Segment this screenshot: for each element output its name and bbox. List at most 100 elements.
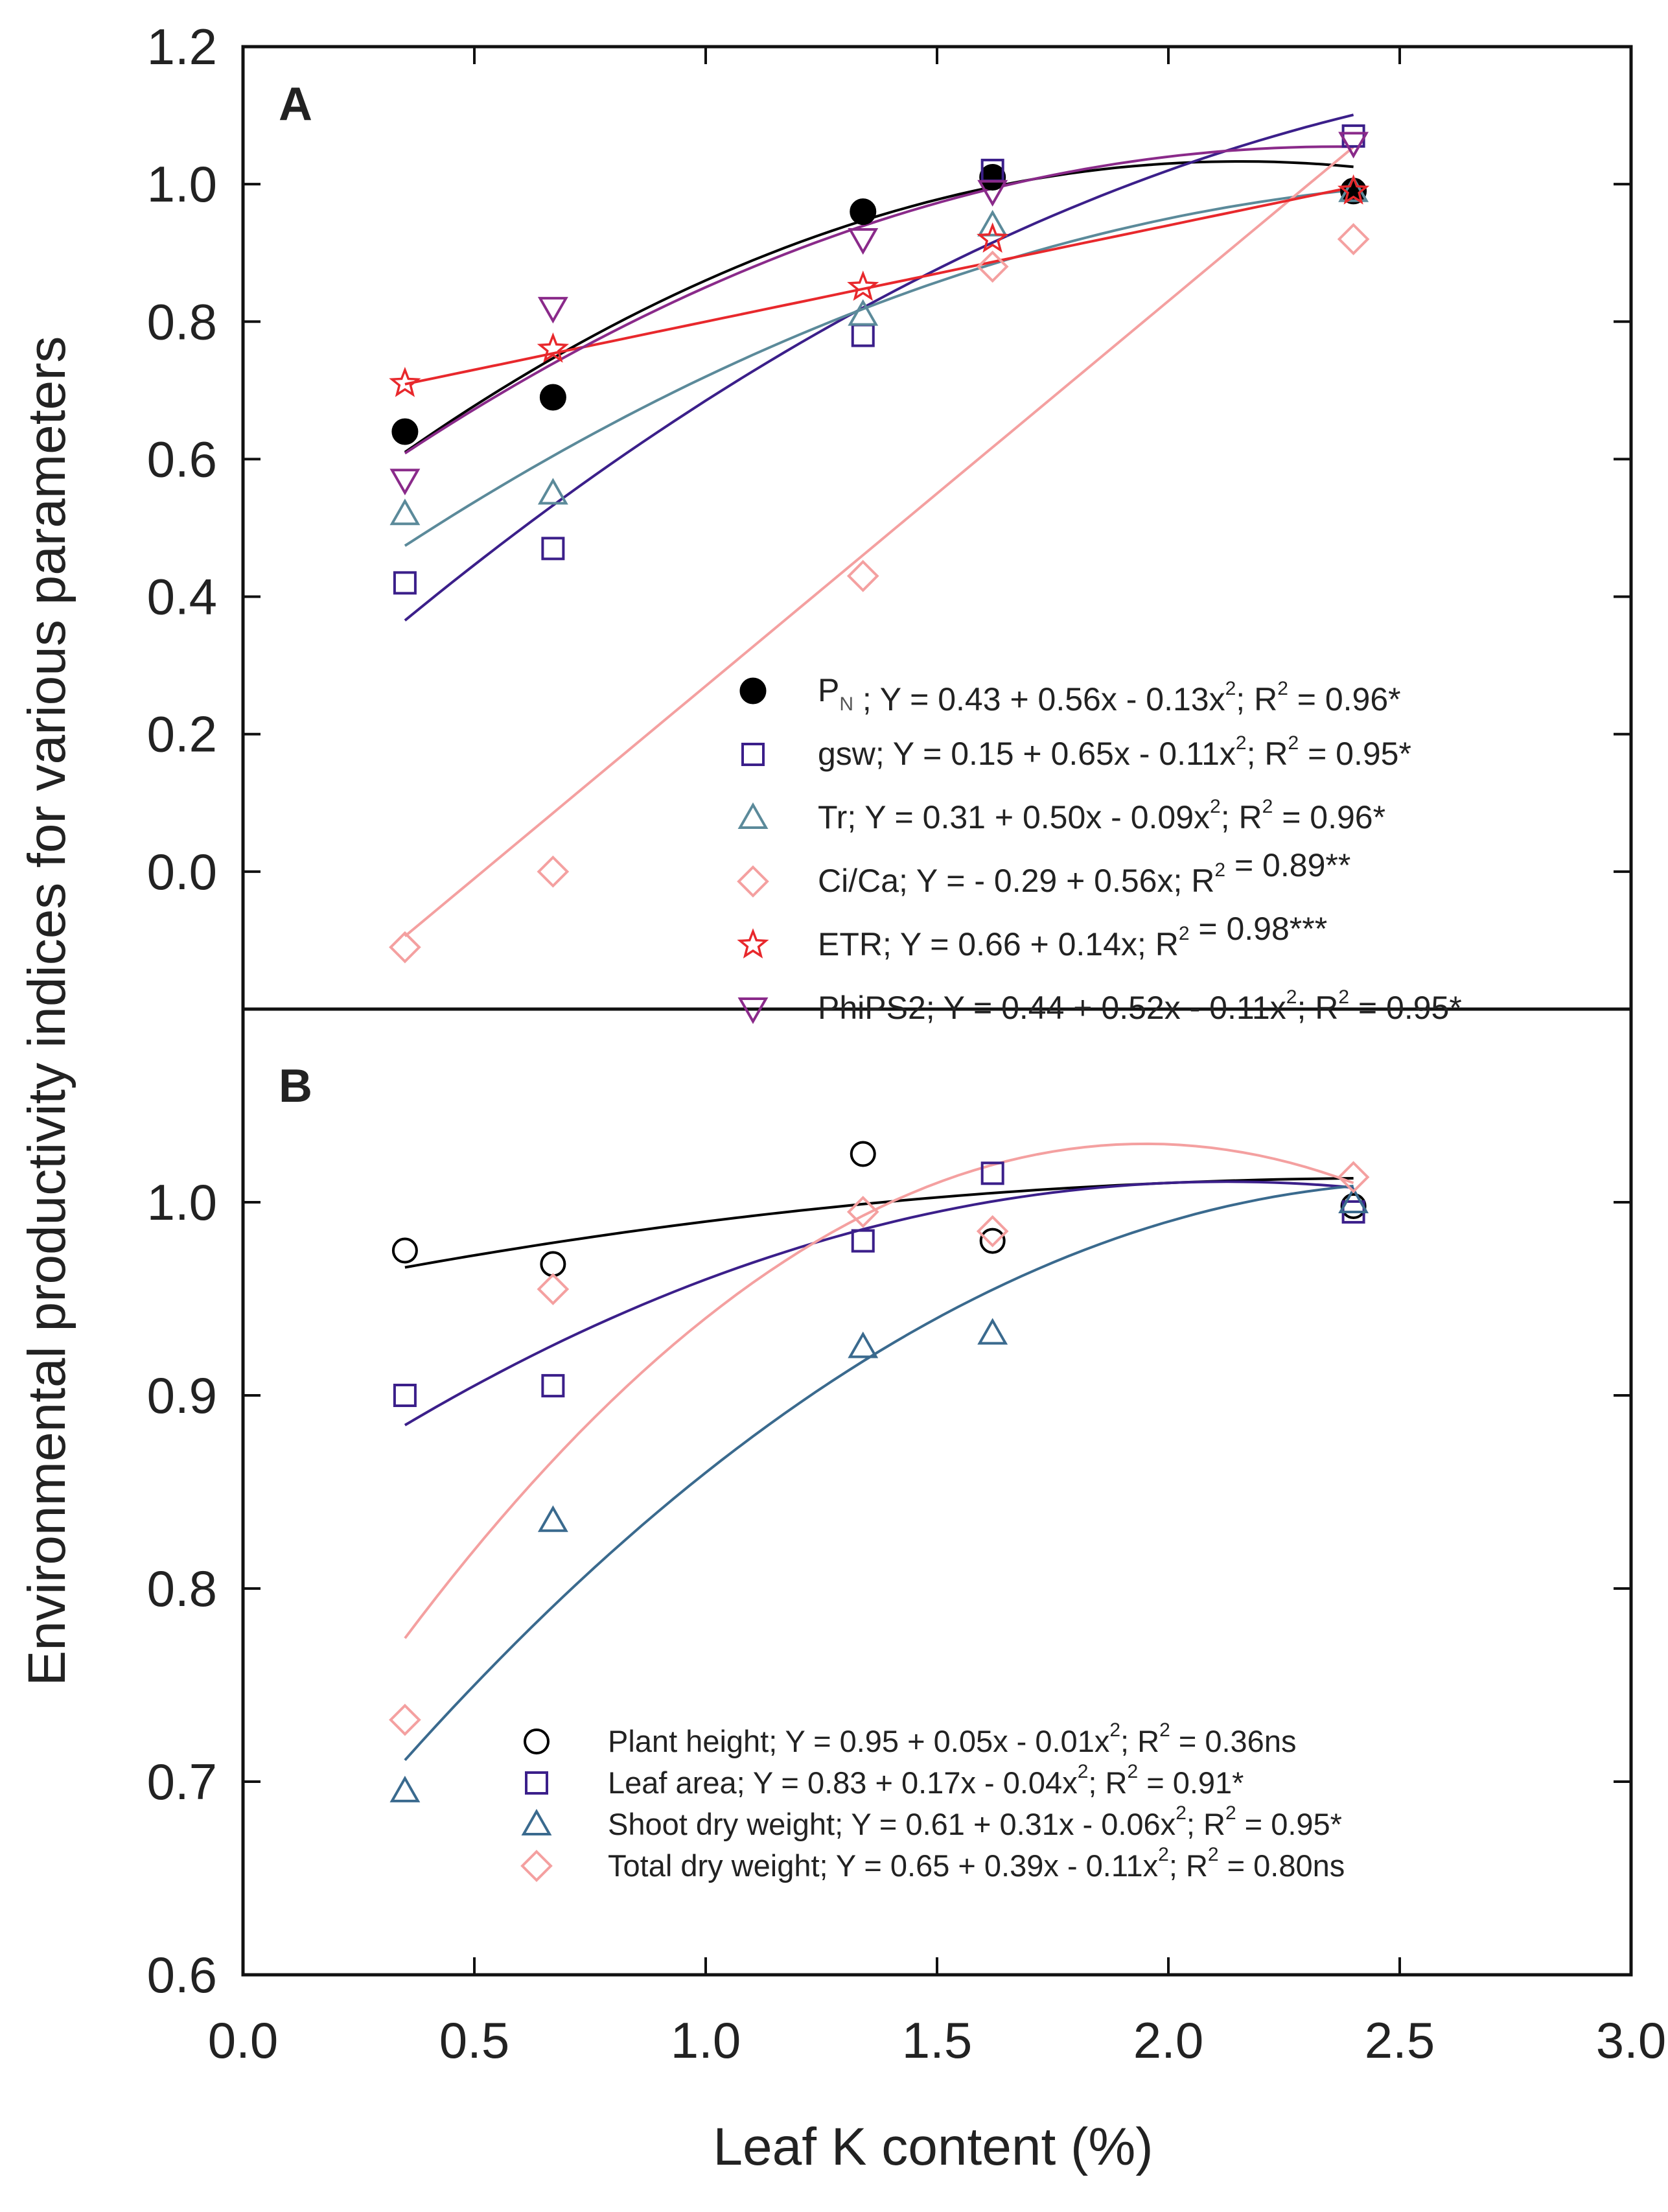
y-tick-label: 0.6	[147, 1946, 217, 2003]
fit-line-leaf-area	[404, 1180, 1354, 1426]
fit-line-total-dry-weight	[404, 1142, 1354, 1639]
legend-marker-etr	[737, 928, 769, 959]
y-axis-title: Environmental productivity indices for v…	[17, 336, 76, 1686]
data-point-tr	[848, 299, 879, 326]
data-point-etr	[847, 270, 879, 301]
data-point-total-dry-weight	[976, 1215, 1009, 1248]
data-point-total-dry-weight	[1337, 1161, 1370, 1194]
y-tick-label: 1.0	[147, 156, 217, 213]
data-point-leaf-area	[393, 1384, 417, 1407]
legend-marker-plant-height	[524, 1729, 550, 1754]
data-point-tr	[977, 209, 1008, 237]
data-point-plant-height	[979, 1228, 1006, 1254]
y-tick-label: 0.2	[147, 706, 217, 763]
y-tick-label: 0.7	[147, 1753, 217, 1810]
fit-line-ci-ca	[404, 146, 1354, 938]
panel-b-label: B	[279, 1060, 312, 1112]
data-point-phips2	[1338, 132, 1369, 159]
data-point-tr	[537, 478, 568, 505]
x-tick-label: 1.5	[902, 2012, 972, 2069]
legend-label: Tr; Y = 0.31 + 0.50x - 0.09x2; R2 = 0.96…	[818, 796, 1385, 835]
legend-marker-ci-ca	[737, 865, 769, 898]
panel-a-label: A	[279, 78, 312, 130]
data-point-shoot-dry-weight	[848, 1331, 879, 1358]
legend-label: Plant height; Y = 0.95 + 0.05x - 0.01x2;…	[608, 1719, 1296, 1758]
x-axis-title: Leaf K content (%)	[713, 2117, 1153, 2176]
y-tick-label: 0.8	[147, 1560, 217, 1617]
fit-line-shoot-dry-weight	[404, 1185, 1354, 1762]
y-tick-label: 1.0	[147, 1174, 217, 1231]
data-point-tr	[1338, 175, 1369, 202]
data-point-phips2	[389, 469, 421, 496]
legend-marker-leaf-area	[525, 1771, 548, 1795]
legend-marker-phips2	[737, 997, 769, 1025]
panel-a-points	[389, 124, 1370, 964]
x-tick-label: 0.0	[208, 2012, 278, 2069]
data-point-pn	[539, 384, 566, 411]
y-tick-label: 0.8	[147, 293, 217, 350]
y-tick-label: 0.6	[147, 430, 217, 487]
legend-marker-total-dry-weight	[520, 1850, 553, 1882]
legend-label: PN ; Y = 0.43 + 0.56x - 0.13x2; R2 = 0.9…	[818, 672, 1401, 717]
panel-a-y-tick-labels: 0.0 0.2 0.4 0.6 0.8 1.0 1.2	[147, 18, 217, 900]
data-point-ci-ca	[976, 250, 1009, 283]
data-point-total-dry-weight	[846, 1196, 879, 1228]
data-point-pn	[979, 164, 1006, 191]
legend-label: Shoot dry weight; Y = 0.61 + 0.31x - 0.0…	[608, 1802, 1342, 1841]
legend-label: PhiPS2; Y = 0.44 + 0.52x - 0.11x2; R2 = …	[818, 986, 1462, 1026]
data-point-leaf-area	[980, 1161, 1004, 1185]
legend-label: Leaf area; Y = 0.83 + 0.17x - 0.04x2; R2…	[608, 1761, 1244, 1800]
data-point-total-dry-weight	[389, 1703, 421, 1736]
data-point-etr	[977, 222, 1009, 253]
data-point-etr	[389, 366, 421, 397]
legend-marker-tr	[737, 802, 769, 829]
data-point-gsw	[393, 571, 417, 595]
legend-label: gsw; Y = 0.15 + 0.65x - 0.11x2; R2 = 0.9…	[818, 732, 1411, 772]
data-point-ci-ca	[537, 856, 570, 888]
y-tick-label: 0.4	[147, 568, 217, 625]
x-tick-label: 1.0	[671, 2012, 741, 2069]
data-point-phips2	[848, 228, 879, 255]
panel-b-legend: Plant height; Y = 0.95 + 0.05x - 0.01x2;…	[520, 1719, 1345, 1883]
x-tick-label: 2.5	[1365, 2012, 1435, 2069]
data-point-plant-height	[850, 1141, 876, 1167]
x-tick-label: 2.0	[1133, 2012, 1203, 2069]
data-point-ci-ca	[846, 559, 879, 592]
legend-label: ETR; Y = 0.66 + 0.14x; R2 = 0.98***	[818, 911, 1327, 962]
data-point-pn	[391, 418, 419, 445]
data-point-phips2	[977, 180, 1008, 207]
panel-a-legend: PN ; Y = 0.43 + 0.56x - 0.13x2; R2 = 0.9…	[737, 672, 1462, 1026]
x-tick-labels: 0.0 0.5 1.0 1.5 2.0 2.5 3.0	[208, 2012, 1666, 2069]
data-point-total-dry-weight	[537, 1273, 570, 1305]
data-point-tr	[389, 498, 421, 526]
fit-line-phips2	[404, 145, 1354, 455]
data-point-leaf-area	[541, 1374, 565, 1398]
data-point-shoot-dry-weight	[389, 1775, 421, 1802]
legend-marker-shoot-dry-weight	[521, 1808, 552, 1835]
data-point-plant-height	[391, 1237, 418, 1264]
data-point-etr	[537, 332, 570, 363]
x-tick-label: 0.5	[439, 2012, 509, 2069]
data-point-ci-ca	[389, 931, 421, 964]
panel-b-fit-lines	[404, 1142, 1354, 1762]
data-point-shoot-dry-weight	[537, 1505, 568, 1532]
fit-line-etr	[404, 185, 1354, 386]
data-point-pn	[850, 198, 877, 226]
data-point-gsw	[541, 537, 565, 561]
data-point-ci-ca	[1337, 223, 1370, 255]
data-point-shoot-dry-weight	[977, 1318, 1008, 1345]
legend-marker-pn	[739, 677, 767, 704]
legend-marker-gsw	[741, 743, 765, 766]
data-point-leaf-area	[851, 1229, 875, 1253]
legend-label: Ci/Ca; Y = - 0.29 + 0.56x; R2 = 0.89**	[818, 847, 1350, 899]
y-tick-label: 0.9	[147, 1367, 217, 1424]
data-point-phips2	[537, 297, 568, 324]
data-point-shoot-dry-weight	[1338, 1186, 1369, 1213]
fit-line-tr	[404, 189, 1354, 547]
y-tick-label: 0.0	[147, 843, 217, 900]
legend-label: Total dry weight; Y = 0.65 + 0.39x - 0.1…	[608, 1844, 1345, 1883]
panel-b-points	[389, 1141, 1370, 1802]
data-point-etr	[1337, 174, 1370, 205]
y-tick-label: 1.2	[147, 18, 217, 75]
